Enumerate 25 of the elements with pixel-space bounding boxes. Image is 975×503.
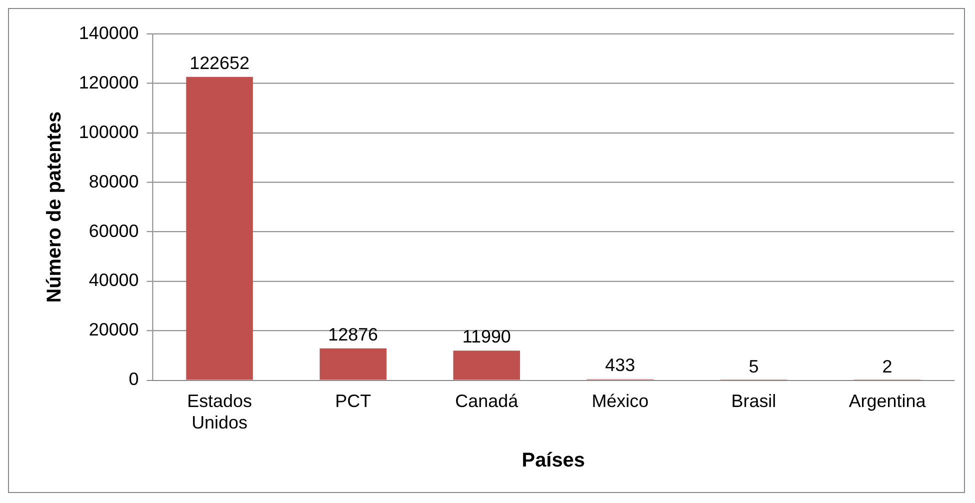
y-axis-title: Número de patentes (43, 111, 66, 303)
y-tick-label: 140000 (78, 22, 139, 43)
x-tick-label: PCT (335, 390, 372, 411)
y-tick-label: 60000 (88, 220, 139, 241)
x-tick-label: Brasil (731, 390, 776, 411)
data-label: 5 (748, 356, 759, 376)
y-tick-label: 0 (128, 369, 139, 390)
data-label: 11990 (462, 326, 511, 347)
x-tick-label: México (592, 390, 649, 411)
y-tick-label: 100000 (78, 122, 139, 142)
data-label: 12876 (328, 324, 378, 344)
data-label: 2 (882, 356, 892, 376)
x-tick-label: Argentina (848, 390, 926, 411)
data-label: 122652 (190, 52, 250, 73)
y-tick-label: 20000 (88, 320, 139, 340)
y-tick-label: 120000 (78, 72, 139, 92)
x-tick-label: Canadá (455, 390, 518, 411)
bar (186, 76, 253, 380)
bar (320, 348, 386, 380)
y-tick-label: 80000 (88, 171, 139, 192)
x-tick-label: Estados Unidos (187, 390, 252, 432)
x-axis-title: Países (522, 450, 585, 472)
data-label: 433 (605, 355, 636, 376)
y-tick-label: 40000 (88, 270, 139, 290)
bar (453, 350, 520, 380)
